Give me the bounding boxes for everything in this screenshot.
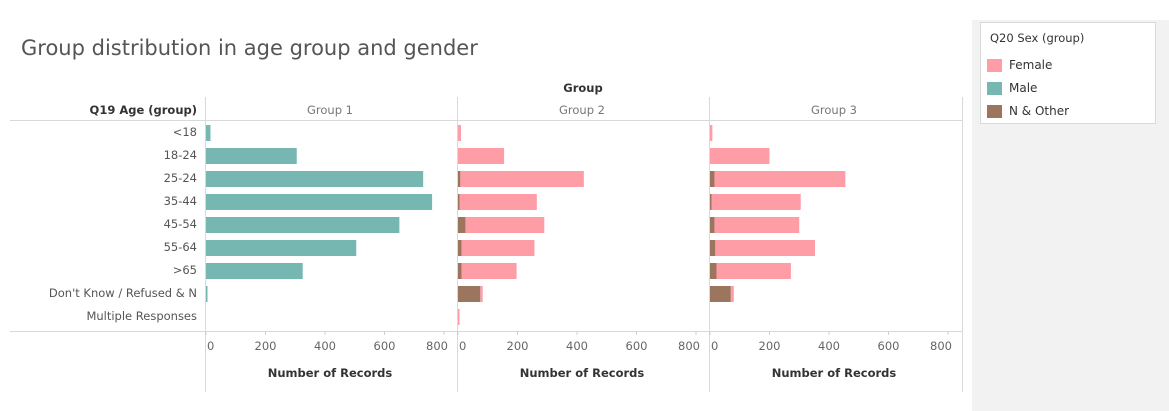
legend-label-male: Male: [1009, 81, 1038, 95]
tick-label-group-3-200: 200: [759, 339, 781, 353]
category-label-multiple-responses: Multiple Responses: [86, 309, 197, 323]
tick-label-group-2-0: 0: [459, 339, 466, 353]
tick-label-group-2-400: 400: [566, 339, 588, 353]
bar-group-3-35-44-n-other: [710, 194, 712, 210]
bar-group-3-18-24-female: [710, 148, 770, 164]
bar-group-2-55-64-female: [461, 240, 535, 256]
bar-group-3-35-44-female: [711, 194, 801, 210]
bar-group-1-don-t-know-refused-n-male: [206, 286, 208, 302]
tick-label-group-1-800: 800: [426, 339, 448, 353]
legend-label-n-other: N & Other: [1009, 104, 1070, 118]
bar-group-2-25-24-n-other: [458, 171, 461, 187]
panel-header-group-1: Group 1: [307, 103, 353, 117]
category-label-55-64: 55-64: [164, 240, 197, 254]
tick-label-group-1-200: 200: [255, 339, 277, 353]
tick-label-group-2-200: 200: [507, 339, 529, 353]
tick-label-group-3-600: 600: [878, 339, 900, 353]
row-header: Q19 Age (group): [90, 103, 197, 117]
panel-header-group-2: Group 2: [559, 103, 605, 117]
tick-label-group-2-600: 600: [626, 339, 648, 353]
category-label-65: >65: [173, 263, 197, 277]
tick-label-group-1-400: 400: [314, 339, 336, 353]
category-label-don-t-know-refused-n: Don't Know / Refused & N: [49, 286, 197, 300]
x-axis-title-group-3: Number of Records: [772, 366, 897, 380]
legend-label-female: Female: [1009, 58, 1053, 72]
tick-label-group-1-600: 600: [374, 339, 396, 353]
bar-group-2-25-24-female: [460, 171, 584, 187]
panel-header-group-3: Group 3: [811, 103, 857, 117]
bar-group-1-25-24-male: [206, 171, 424, 187]
bar-group-1-35-44-male: [206, 194, 433, 210]
tick-label-group-2-800: 800: [678, 339, 700, 353]
bar-group-1-55-64-male: [206, 240, 357, 256]
bar-group-2-don-t-know-refused-n-female: [480, 286, 483, 302]
legend-item-male[interactable]: Male: [987, 79, 1037, 97]
bar-group-3-25-24-female: [714, 171, 846, 187]
legend-title: Q20 Sex (group): [990, 31, 1085, 45]
bar-group-2-65-n-other: [458, 263, 462, 279]
bar-group-2-55-64-n-other: [458, 240, 462, 256]
category-label-18: <18: [173, 125, 197, 139]
bar-group-1-65-male: [206, 263, 303, 279]
category-label-25-24: 25-24: [164, 171, 197, 185]
chart-area: Group distribution in age group and gend…: [10, 36, 963, 392]
category-label-18-24: 18-24: [164, 148, 197, 162]
legend-swatch-n-other: [987, 104, 1002, 118]
bar-group-2-35-44-n-other: [458, 194, 460, 210]
bar-group-2-multiple-responses-female: [458, 309, 460, 325]
chart-title: Group distribution in age group and gend…: [21, 36, 478, 60]
legend-item-n-other[interactable]: N & Other: [987, 102, 1069, 120]
legend-item-female[interactable]: Female: [987, 56, 1052, 74]
bar-group-3-don-t-know-refused-n-female: [730, 286, 734, 302]
category-label-45-54: 45-54: [164, 217, 197, 231]
bar-group-1-45-54-male: [206, 217, 400, 233]
tick-label-group-3-800: 800: [930, 339, 952, 353]
x-axis-title-group-2: Number of Records: [520, 366, 645, 380]
bar-group-2-18-female: [458, 125, 461, 141]
tick-label-group-1-0: 0: [207, 339, 214, 353]
legend-swatch-female: [987, 58, 1002, 72]
bar-group-2-65-female: [461, 263, 517, 279]
bar-group-2-18-24-female: [458, 148, 505, 164]
x-axis-title-group-1: Number of Records: [268, 366, 393, 380]
bar-group-2-45-54-female: [465, 217, 545, 233]
bar-group-2-don-t-know-refused-n-n-other: [458, 286, 481, 302]
category-label-35-44: 35-44: [164, 194, 197, 208]
bar-group-3-18-female: [710, 125, 713, 141]
legend: Q20 Sex (group) Female Male N & Other: [980, 22, 1156, 124]
tick-label-group-3-400: 400: [818, 339, 840, 353]
bar-group-1-18-male: [206, 125, 211, 141]
bar-group-3-55-64-n-other: [710, 240, 716, 256]
column-header: Group: [563, 81, 602, 95]
bar-group-3-don-t-know-refused-n-n-other: [710, 286, 731, 302]
bar-group-3-65-n-other: [710, 263, 717, 279]
bar-group-3-45-54-female: [714, 217, 800, 233]
bar-group-1-18-24-male: [206, 148, 297, 164]
bar-group-3-45-54-n-other: [710, 217, 715, 233]
bar-group-2-45-54-n-other: [458, 217, 466, 233]
bar-group-2-35-44-female: [459, 194, 537, 210]
tick-label-group-3-0: 0: [711, 339, 718, 353]
bar-group-3-25-24-n-other: [710, 171, 715, 187]
legend-swatch-male: [987, 81, 1002, 95]
bar-group-3-65-female: [716, 263, 791, 279]
bar-group-3-55-64-female: [715, 240, 816, 256]
